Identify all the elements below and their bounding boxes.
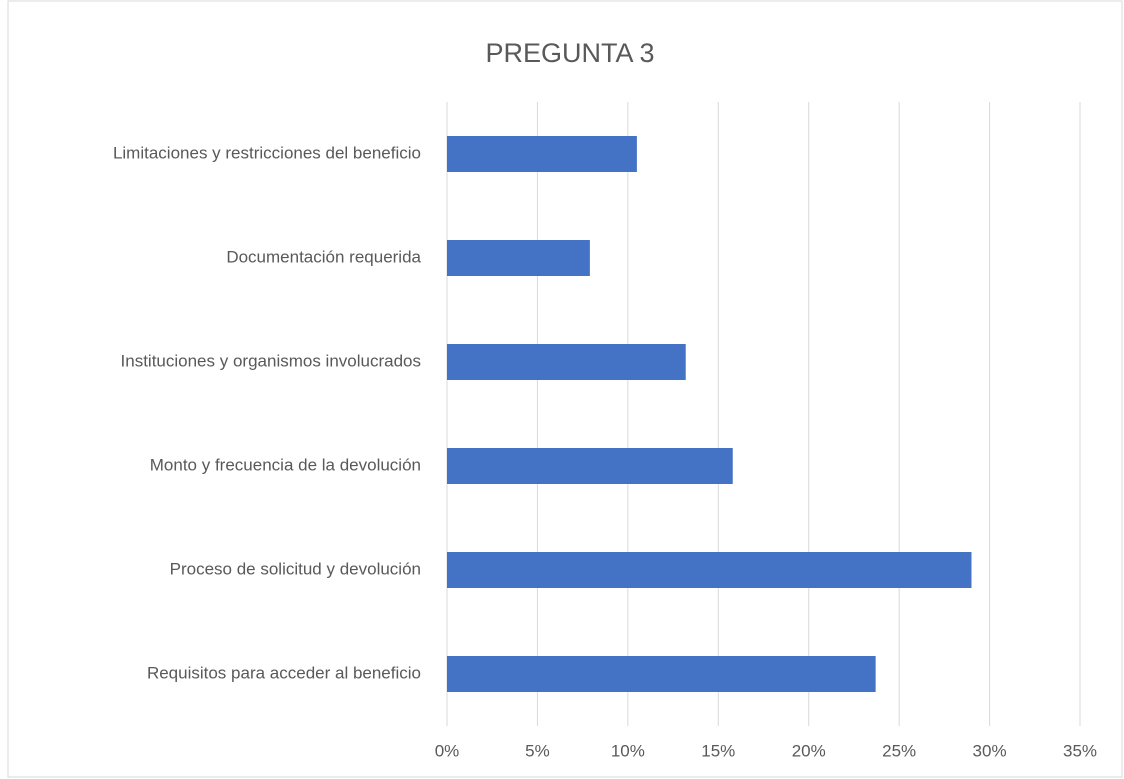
bar: [447, 344, 686, 380]
x-tick-label: 30%: [973, 741, 1007, 760]
chart-title: PREGUNTA 3: [485, 38, 654, 68]
chart-border: [7, 0, 1123, 778]
bar: [447, 552, 972, 588]
x-tick-label: 15%: [701, 741, 735, 760]
x-tick-label: 35%: [1063, 741, 1097, 760]
y-tick-label: Requisitos para acceder al beneficio: [147, 663, 421, 682]
x-tick-label: 20%: [792, 741, 826, 760]
y-tick-label: Proceso de solicitud y devolución: [170, 559, 421, 578]
y-tick-label: Instituciones y organismos involucrados: [121, 351, 421, 370]
bar: [447, 448, 733, 484]
bar: [447, 240, 590, 276]
bar: [447, 656, 876, 692]
x-tick-label: 10%: [611, 741, 645, 760]
bar: [447, 136, 637, 172]
x-tick-label: 25%: [882, 741, 916, 760]
x-tick-label: 0%: [435, 741, 460, 760]
y-tick-label: Limitaciones y restricciones del benefic…: [113, 143, 421, 162]
y-tick-label: Documentación requerida: [226, 247, 421, 266]
x-tick-label: 5%: [525, 741, 550, 760]
y-tick-label: Monto y frecuencia de la devolución: [150, 455, 421, 474]
